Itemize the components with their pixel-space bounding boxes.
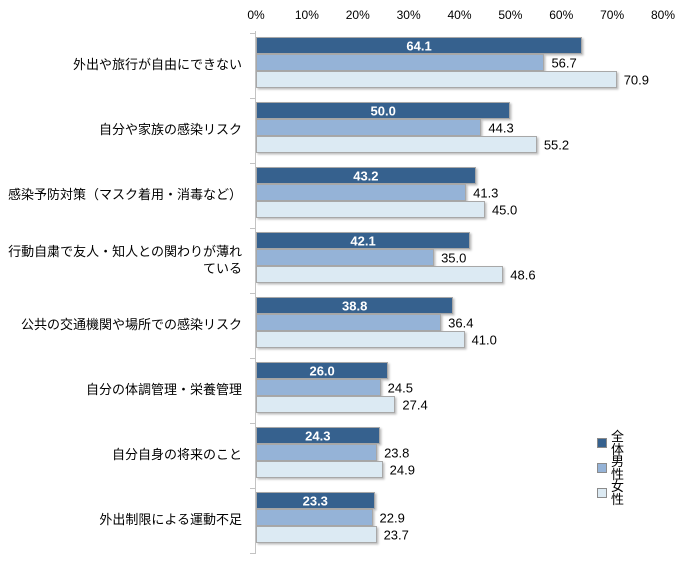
legend-label: 男性 <box>611 454 625 482</box>
category-label: 感染予防対策（マスク着用・消毒など） <box>7 187 242 203</box>
bar-全体-6: 24.3 <box>256 427 380 444</box>
y-axis-tick <box>250 358 256 359</box>
category-label: 外出や旅行が自由にできない <box>72 57 242 73</box>
bar-男性-4: 36.4 <box>256 314 473 331</box>
category-label: 自分や家族の感染リスク <box>98 122 242 138</box>
y-axis-tick <box>250 228 256 229</box>
bar-全体-3: 42.1 <box>256 232 471 249</box>
x-axis-tick-label: 70% <box>600 8 625 22</box>
bar-女性-6: 24.9 <box>256 461 415 478</box>
legend-label: 全体 <box>611 429 625 457</box>
value-label-outside: 35.0 <box>441 250 467 265</box>
value-label-outside: 45.0 <box>491 202 518 217</box>
y-axis-line <box>255 31 256 553</box>
x-axis-tick-label: 10% <box>294 8 319 22</box>
category-label: 行動自粛で友人・知人との関わりが薄れている <box>8 244 242 276</box>
y-axis-tick <box>250 163 256 164</box>
x-axis-tick-label: 30% <box>396 8 421 22</box>
category-label: 自分自身の将来のこと <box>111 447 242 463</box>
legend-label: 女性 <box>611 479 625 507</box>
y-axis-tick <box>250 293 256 294</box>
bar-女性-7: 23.7 <box>256 526 409 543</box>
value-label-inside: 50.0 <box>370 103 396 118</box>
value-label-inside: 38.8 <box>342 298 368 313</box>
value-label-outside: 70.9 <box>623 72 650 87</box>
category-label: 自分の体調管理・栄養管理 <box>85 382 242 398</box>
value-label-outside: 23.8 <box>384 445 410 460</box>
value-label-inside: 24.3 <box>305 428 331 443</box>
bar-男性-1: 44.3 <box>256 119 514 136</box>
legend-swatch-icon <box>597 463 607 473</box>
value-label-outside: 36.4 <box>448 315 474 330</box>
bar-全体-0: 64.1 <box>256 37 583 54</box>
bar-全体-5: 26.0 <box>256 362 389 379</box>
bar-女性-4: 41.0 <box>256 331 497 348</box>
legend-swatch-icon <box>597 488 607 498</box>
legend-item-女性: 女性 <box>597 480 624 506</box>
value-label-inside: 43.2 <box>353 168 379 183</box>
y-axis-tick <box>250 33 256 34</box>
value-label-outside: 24.5 <box>387 380 413 395</box>
bar-女性-0: 70.9 <box>256 71 649 88</box>
bar-全体-7: 23.3 <box>256 492 375 509</box>
y-axis-tick <box>250 488 256 489</box>
value-label-outside: 23.7 <box>383 527 409 542</box>
value-label-outside: 56.7 <box>551 55 577 70</box>
value-label-outside: 27.4 <box>402 397 428 412</box>
legend-item-男性: 男性 <box>597 455 624 481</box>
category-label: 外出制限による運動不足 <box>99 512 242 528</box>
legend-item-全体: 全体 <box>597 430 624 456</box>
legend-swatch-icon <box>597 438 607 448</box>
value-label-inside: 26.0 <box>309 363 335 378</box>
y-axis-tick <box>250 98 256 99</box>
y-axis-tick <box>250 553 256 554</box>
bar-全体-1: 50.0 <box>256 102 511 119</box>
x-axis-tick-label: 0% <box>247 8 265 22</box>
value-label-outside: 41.0 <box>471 332 497 347</box>
bar-男性-5: 24.5 <box>256 379 413 396</box>
bar-女性-1: 55.2 <box>256 136 569 153</box>
value-label-inside: 42.1 <box>350 233 376 248</box>
bar-全体-4: 38.8 <box>256 297 454 314</box>
x-axis-tick-label: 50% <box>498 8 523 22</box>
x-axis-tick-label: 20% <box>345 8 370 22</box>
bar-女性-2: 45.0 <box>256 201 517 218</box>
bar-全体-2: 43.2 <box>256 167 476 184</box>
x-axis-tick-label: 60% <box>549 8 574 22</box>
value-label-inside: 64.1 <box>406 38 432 53</box>
bar-女性-3: 48.6 <box>256 266 536 283</box>
y-axis-tick <box>250 423 256 424</box>
bar-男性-6: 23.8 <box>256 444 409 461</box>
bar-女性-5: 27.4 <box>256 396 428 413</box>
bar-男性-7: 22.9 <box>256 509 405 526</box>
x-axis-tick-label: 80% <box>650 8 676 22</box>
value-label-outside: 55.2 <box>543 137 570 152</box>
x-axis-tick-label: 40% <box>447 8 472 22</box>
value-label-inside: 23.3 <box>302 493 328 508</box>
value-label-outside: 48.6 <box>510 267 536 282</box>
bar-男性-2: 41.3 <box>256 184 498 201</box>
bar-男性-3: 35.0 <box>256 249 466 266</box>
category-label: 公共の交通機関や場所での感染リスク <box>20 317 242 333</box>
value-label-outside: 41.3 <box>473 185 499 200</box>
value-label-outside: 44.3 <box>488 120 514 135</box>
value-label-outside: 22.9 <box>379 510 405 525</box>
value-label-outside: 24.9 <box>389 462 415 477</box>
bar-男性-0: 56.7 <box>256 54 577 71</box>
